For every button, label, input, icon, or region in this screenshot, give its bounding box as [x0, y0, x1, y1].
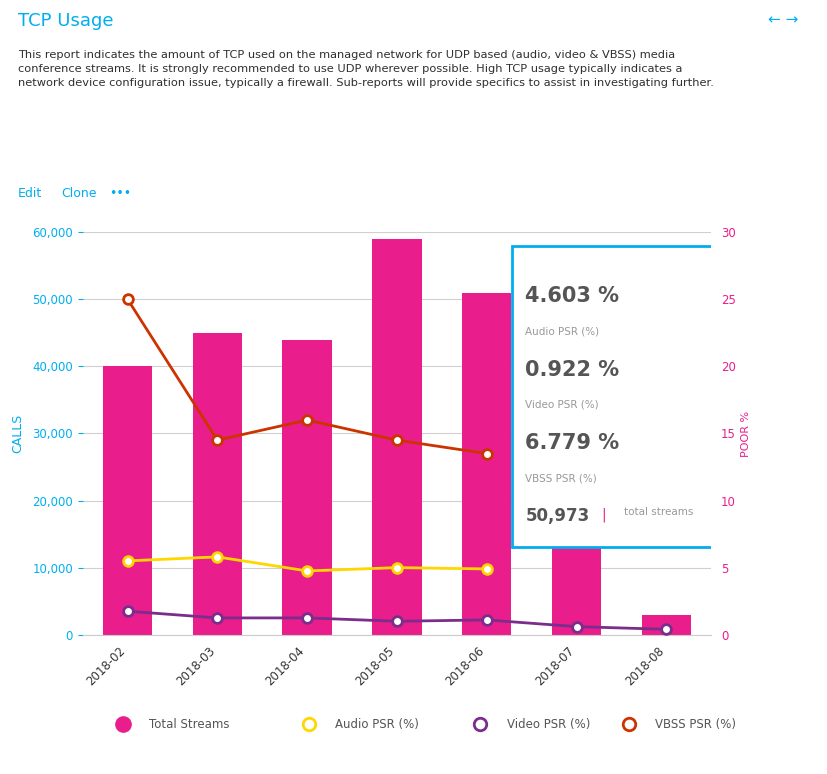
Bar — [462, 293, 511, 635]
FancyBboxPatch shape — [512, 245, 719, 547]
Bar — [283, 340, 332, 635]
Text: ← →: ← → — [768, 12, 798, 27]
Text: 50,973: 50,973 — [525, 507, 590, 526]
Text: |: | — [602, 507, 606, 522]
Text: Audio PSR (%): Audio PSR (%) — [336, 718, 419, 731]
Y-axis label: CALLS: CALLS — [11, 414, 24, 453]
Text: Video PSR (%): Video PSR (%) — [506, 718, 590, 731]
Bar — [552, 265, 601, 635]
Text: TCP Usage: TCP Usage — [18, 12, 113, 30]
Text: total streams: total streams — [624, 507, 694, 517]
Text: Clone: Clone — [61, 187, 97, 200]
Bar — [103, 366, 152, 635]
Text: Audio PSR (%): Audio PSR (%) — [525, 326, 600, 336]
Text: Video PSR (%): Video PSR (%) — [525, 400, 599, 410]
Text: Total Streams: Total Streams — [149, 718, 230, 731]
Text: •••: ••• — [109, 187, 131, 200]
Bar — [642, 615, 691, 635]
Text: 0.922 %: 0.922 % — [525, 360, 619, 380]
Y-axis label: POOR %: POOR % — [741, 410, 752, 457]
Text: VBSS PSR (%): VBSS PSR (%) — [525, 474, 597, 484]
Text: Edit: Edit — [18, 187, 42, 200]
Text: 6.779 %: 6.779 % — [525, 433, 619, 454]
Text: VBSS PSR (%): VBSS PSR (%) — [656, 718, 736, 731]
Bar — [372, 239, 422, 635]
Text: This report indicates the amount of TCP used on the managed network for UDP base: This report indicates the amount of TCP … — [18, 50, 714, 87]
Text: 4.603 %: 4.603 % — [525, 286, 619, 306]
Bar — [193, 333, 242, 635]
